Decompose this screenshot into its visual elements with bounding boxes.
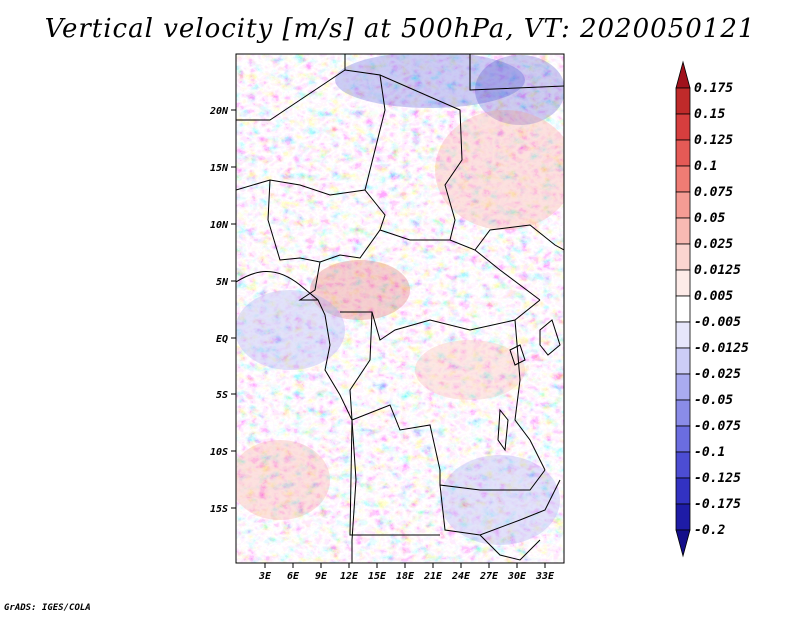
lon-label-9e: 9E: [315, 571, 328, 582]
plot-title: Vertical velocity [m/s] at 500hPa, VT: 2…: [44, 14, 756, 44]
lon-label-24e: 24E: [451, 571, 471, 582]
colorbar-swatch: [675, 347, 691, 375]
lat-label-15n: 15N: [210, 163, 229, 174]
lon-label-6e: 6E: [287, 571, 300, 582]
colorbar-swatch: [675, 321, 691, 349]
colorbar-swatch: [675, 503, 691, 531]
colorbar-label: 0.175: [694, 81, 733, 96]
lon-label-18e: 18E: [396, 571, 415, 582]
colorbar-swatch: [675, 191, 691, 219]
grads-credit: GrADS: IGES/COLA: [4, 603, 91, 613]
colorbar-label: -0.2: [694, 523, 725, 538]
colorbar-swatch: [675, 451, 691, 479]
colorbar-label: 0.15: [694, 107, 725, 122]
lat-label-10s: 10S: [210, 447, 228, 458]
colorbar-label: 0.125: [694, 133, 733, 148]
colorbar-swatch: [675, 243, 691, 271]
colorbar-label: 0.075: [694, 185, 733, 200]
colorbar-swatch: [675, 165, 691, 193]
colorbar-label: -0.1: [694, 445, 725, 460]
colorbar-label: 0.0125: [694, 263, 741, 278]
colorbar-labels: 0.175 0.15 0.125 0.1 0.075 0.05 0.025 0.…: [694, 81, 749, 538]
country-borders: [236, 54, 564, 563]
colorbar-label: -0.125: [694, 471, 741, 486]
lat-label-5n: 5N: [216, 277, 229, 288]
lon-label-30e: 30E: [507, 571, 527, 582]
colorbar-swatch: [675, 139, 691, 167]
map-frame: [235, 53, 565, 564]
lon-label-27e: 27E: [479, 571, 499, 582]
colorbar-swatch: [675, 269, 691, 297]
lat-axis: 20N 15N 10N 5N EQ 5S 10S 15S: [209, 106, 236, 515]
colorbar-swatch: [675, 113, 691, 141]
colorbar-swatch: [675, 529, 691, 558]
colorbar-label: 0.025: [694, 237, 733, 252]
colorbar-label: 0.05: [694, 211, 725, 226]
colorbar-label: -0.175: [694, 497, 741, 512]
colorbar-swatch: [675, 87, 691, 115]
lon-label-33e: 33E: [535, 571, 555, 582]
colorbar-label: -0.05: [694, 393, 733, 408]
lon-label-15e: 15E: [368, 571, 387, 582]
colorbar-label: -0.0125: [694, 341, 749, 356]
lat-label-eq: EQ: [216, 334, 228, 345]
lat-label-5s: 5S: [216, 390, 228, 401]
colorbar-swatch: [675, 295, 691, 323]
lon-label-12e: 12E: [340, 571, 359, 582]
colorbar-swatch: [675, 425, 691, 453]
lon-axis: 3E 6E 9E 12E 15E 18E 21E 24E 27E 30E 33E: [258, 563, 555, 582]
colorbar-swatch: [675, 373, 691, 401]
colorbar-label: -0.025: [694, 367, 741, 382]
lon-label-21e: 21E: [423, 571, 443, 582]
colorbar: [675, 60, 691, 558]
lat-label-20n: 20N: [209, 106, 229, 117]
colorbar-label: 0.1: [694, 159, 717, 174]
lat-label-15s: 15S: [210, 504, 228, 515]
colorbar-label: -0.005: [694, 315, 741, 330]
colorbar-swatch: [675, 217, 691, 245]
lon-label-3e: 3E: [258, 571, 272, 582]
colorbar-swatch: [675, 477, 691, 505]
colorbar-label: -0.075: [694, 419, 741, 434]
colorbar-swatch: [675, 399, 691, 427]
colorbar-swatch: [675, 60, 691, 89]
lat-label-10n: 10N: [210, 220, 229, 231]
colorbar-label: 0.005: [694, 289, 733, 304]
velocity-field: [236, 54, 564, 563]
